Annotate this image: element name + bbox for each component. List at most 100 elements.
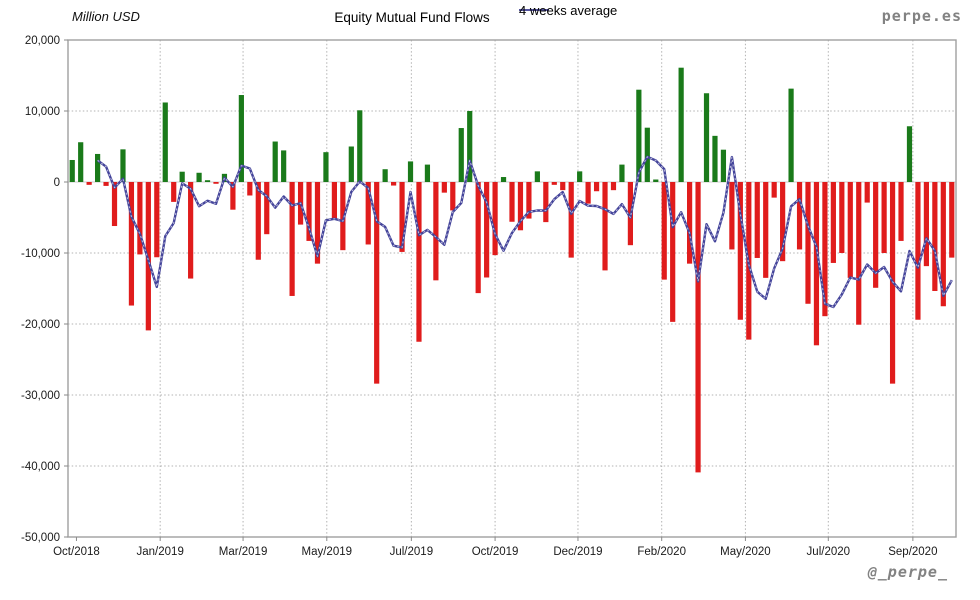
outflow-bar <box>560 182 566 191</box>
inflow-bar <box>424 164 431 182</box>
outflow-bar <box>610 182 617 191</box>
outflow-bar <box>340 182 346 251</box>
outflow-bar <box>103 182 109 186</box>
inflow-bar <box>162 102 168 182</box>
brand-watermark: perpe.es <box>881 7 962 25</box>
inflow-bar <box>788 88 794 182</box>
outflow-bar <box>754 182 760 258</box>
outflow-bar <box>593 182 600 192</box>
inflow-bar <box>272 141 278 182</box>
outflow-bar <box>441 182 447 193</box>
outflow-bar <box>230 182 236 210</box>
inflow-bar <box>619 164 625 182</box>
outflow-bar <box>822 182 828 317</box>
inflow-bar <box>500 177 507 182</box>
outflow-bar <box>729 182 735 250</box>
y-tick-label: 10,000 <box>25 106 60 118</box>
y-tick-label: 0 <box>54 177 60 189</box>
outflow-bar <box>255 182 261 260</box>
x-tick-label: Mar/2019 <box>219 546 268 558</box>
outflow-bar <box>247 182 253 196</box>
x-tick-label: Sep/2020 <box>888 546 937 558</box>
inflow-bar <box>534 171 540 182</box>
inflow-bar <box>678 67 684 182</box>
outflow-bar <box>128 182 135 306</box>
y-tick-label: 20,000 <box>25 35 60 47</box>
y-axis-unit-label: Million USD <box>72 9 140 24</box>
inflow-bar <box>69 159 75 182</box>
outflow-bar <box>517 182 524 231</box>
outflow-bar <box>737 182 743 320</box>
x-tick-label: Oct/2018 <box>53 546 100 558</box>
x-tick-label: Jul/2020 <box>807 546 850 558</box>
outflow-bar <box>813 182 820 346</box>
outflow-bar <box>188 182 194 279</box>
author-handle: @_perpe_ <box>867 563 948 581</box>
inflow-bar <box>204 180 211 182</box>
y-tick-label: -30,000 <box>21 390 60 402</box>
inflow-bar <box>407 161 414 182</box>
outflow-bar <box>213 182 219 184</box>
outflow-bar <box>687 182 693 264</box>
outflow-bar <box>154 182 160 258</box>
outflow-bar <box>137 182 143 255</box>
inflow-bar <box>703 93 710 182</box>
x-axis-labels: Oct/2018 Jan/2019 Mar/2019 May/2019 Jul/2019… <box>53 537 937 558</box>
legend-line-swatch <box>519 9 549 11</box>
outflow-bar <box>839 182 845 253</box>
outflow-bar <box>661 182 667 280</box>
y-tick-label: -40,000 <box>21 461 60 473</box>
inflow-bar <box>720 149 727 182</box>
inflow-bar <box>577 171 583 182</box>
outflow-bar <box>881 182 887 253</box>
outflow-bar <box>289 182 295 296</box>
outflow-bar <box>915 182 921 320</box>
outflow-bar <box>171 182 177 202</box>
outflow-bar <box>86 182 92 185</box>
weekly-flow-bars <box>69 67 955 473</box>
inflow-bar <box>458 128 464 182</box>
inflow-bar <box>382 169 388 182</box>
outflow-bar <box>695 182 701 473</box>
outflow-bar <box>856 182 862 325</box>
x-tick-label: May/2020 <box>720 546 771 558</box>
x-tick-label: Feb/2020 <box>637 546 686 558</box>
y-tick-label: -10,000 <box>21 248 60 260</box>
outflow-bar <box>450 182 456 211</box>
outflow-bar <box>433 182 439 281</box>
inflow-bar <box>196 172 202 182</box>
outflow-bar <box>670 182 676 322</box>
plot-frame <box>67 39 957 538</box>
outflow-bar <box>898 182 904 241</box>
x-tick-label: Jul/2019 <box>390 546 433 558</box>
outflow-bar <box>771 182 777 198</box>
outflow-bar <box>873 182 879 288</box>
outflow-bar <box>365 182 371 245</box>
outflow-bar <box>796 182 803 250</box>
inflow-bar <box>348 146 354 182</box>
inflow-bar <box>95 153 101 182</box>
outflow-bar <box>864 182 870 203</box>
outflow-bar <box>847 182 853 278</box>
outflow-bar <box>111 182 118 227</box>
outflow-bar <box>331 182 337 219</box>
outflow-bar <box>484 182 490 278</box>
outflow-bar <box>399 182 405 252</box>
y-tick-label: -20,000 <box>21 319 60 331</box>
outflow-bar <box>568 182 574 258</box>
x-tick-label: May/2019 <box>302 546 353 558</box>
x-tick-label: Dec/2019 <box>553 546 602 558</box>
inflow-bar <box>120 149 126 182</box>
inflow-bar <box>467 111 473 182</box>
outflow-bar <box>602 182 608 271</box>
outflow-bar <box>949 182 955 258</box>
outflow-bar <box>585 182 591 204</box>
outflow-bar <box>940 182 946 307</box>
inflow-bar <box>78 142 84 182</box>
x-tick-label: Jan/2019 <box>137 546 184 558</box>
outflow-bar <box>830 182 836 263</box>
outflow-bar <box>314 182 321 264</box>
chart-title: Equity Mutual Fund Flows <box>334 10 490 25</box>
